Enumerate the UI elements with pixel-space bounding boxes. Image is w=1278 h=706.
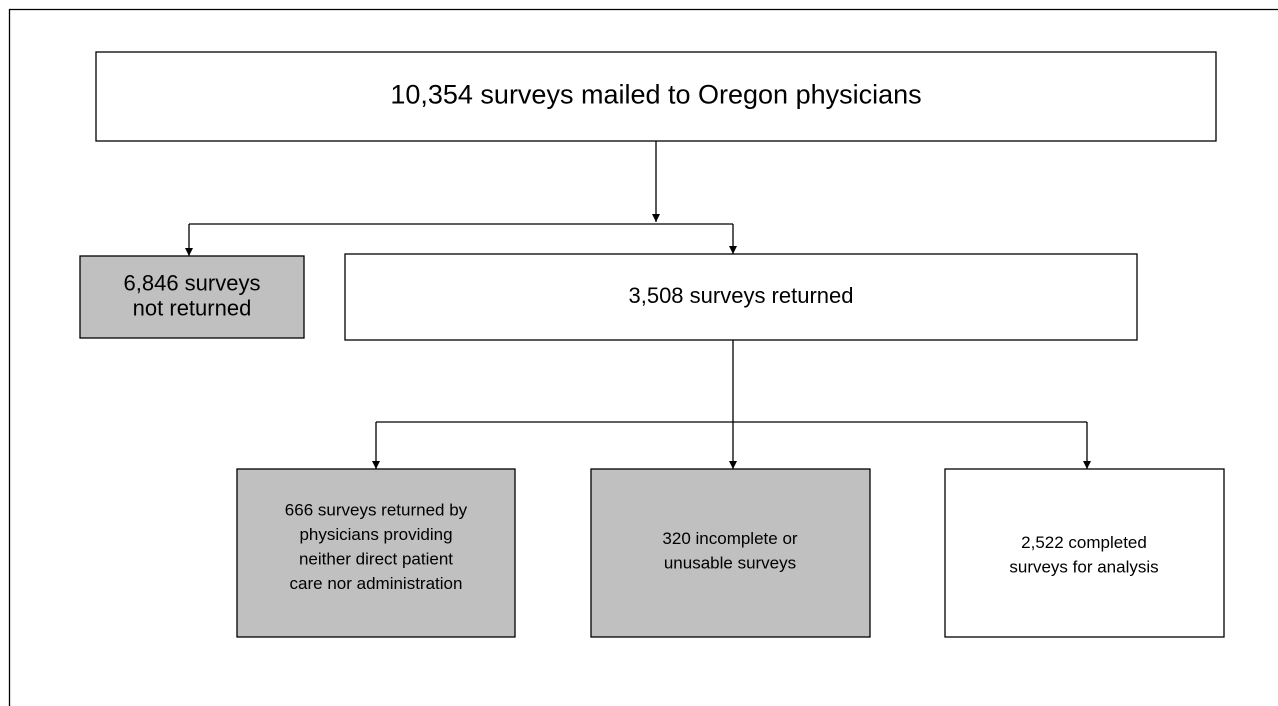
node-label: surveys for analysis bbox=[1009, 558, 1158, 577]
frame bbox=[8, 8, 1278, 706]
node-label: 666 surveys returned by bbox=[285, 501, 468, 520]
node-box bbox=[944, 468, 1225, 638]
node-box bbox=[590, 468, 871, 638]
node-box bbox=[79, 255, 305, 339]
node-label: 10,354 surveys mailed to Oregon physicia… bbox=[390, 80, 921, 110]
node-label: unusable surveys bbox=[664, 554, 796, 573]
node-label: care nor administration bbox=[290, 574, 463, 593]
node-label: not returned bbox=[133, 295, 252, 320]
node-label: 6,846 surveys bbox=[124, 270, 261, 295]
labels: 10,354 surveys mailed to Oregon physicia… bbox=[124, 80, 1159, 594]
node-box bbox=[236, 468, 516, 638]
node-box bbox=[344, 253, 1138, 341]
node-label: 3,508 surveys returned bbox=[628, 283, 853, 308]
node-label: neither direct patient bbox=[299, 550, 453, 569]
node-label: 320 incomplete or bbox=[662, 529, 797, 548]
node-label: physicians providing bbox=[299, 525, 452, 544]
node-label: 2,522 completed bbox=[1021, 533, 1147, 552]
